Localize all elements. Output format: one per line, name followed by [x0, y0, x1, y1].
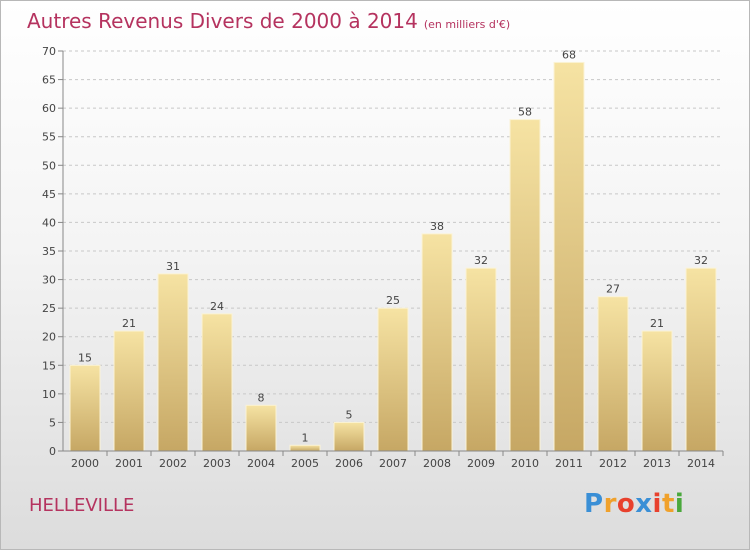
y-tick-label: 0	[49, 445, 56, 458]
bar-2013	[641, 330, 673, 452]
y-tick-label: 70	[42, 45, 56, 58]
chart-title: Autres Revenus Divers de 2000 à 2014 (en …	[27, 9, 510, 33]
x-tick-label: 2005	[291, 457, 319, 470]
x-tick-label: 2009	[467, 457, 495, 470]
y-tick-label: 65	[42, 74, 56, 87]
data-label-2009: 32	[474, 254, 488, 267]
bar-2001	[113, 330, 145, 452]
x-tick-label: 2010	[511, 457, 539, 470]
bar-2004	[245, 404, 277, 452]
bar-2012	[597, 296, 629, 452]
logo-letter: t	[661, 489, 675, 519]
data-label-2006: 5	[346, 408, 353, 421]
logo-letter: i	[674, 489, 685, 519]
data-label-2010: 58	[518, 106, 532, 119]
data-label-2002: 31	[166, 260, 180, 273]
y-tick-label: 15	[42, 359, 56, 372]
y-tick-label: 55	[42, 131, 56, 144]
y-tick-label: 45	[42, 188, 56, 201]
x-tick-label: 2003	[203, 457, 231, 470]
bar-2009	[465, 267, 497, 452]
bar-2003	[201, 313, 233, 452]
bar-2011	[553, 61, 585, 452]
y-tick-label: 35	[42, 245, 56, 258]
y-tick-label: 60	[42, 102, 56, 115]
logo-letter: x	[635, 489, 653, 519]
chart-title-text: Autres Revenus Divers de 2000 à 2014	[27, 9, 418, 33]
x-tick-label: 2001	[115, 457, 143, 470]
data-label-2013: 21	[650, 317, 664, 330]
data-label-2000: 15	[78, 351, 92, 364]
x-tick-label: 2006	[335, 457, 363, 470]
chart-unit: (en milliers d'€)	[423, 18, 511, 31]
data-label-2003: 24	[210, 300, 224, 313]
bar-2000	[69, 364, 101, 452]
x-axis: 2000 2001 2002 2003 2004 2005 2006 2007 2008 2009…	[63, 450, 724, 470]
y-tick-label: 20	[42, 331, 56, 344]
x-tick-label: 2000	[71, 457, 99, 470]
data-label-2004: 8	[258, 391, 265, 404]
logo-letter: r	[603, 489, 617, 519]
x-tick-label: 2004	[247, 457, 275, 470]
data-label-2001: 21	[122, 317, 136, 330]
bar-2014	[685, 267, 717, 452]
bar-2008	[421, 233, 453, 452]
x-tick-label: 2002	[159, 457, 187, 470]
logo-letter: i	[652, 489, 662, 519]
y-tick-label: 5	[49, 416, 56, 429]
bar-2005	[289, 444, 321, 452]
location-label: HELLEVILLE	[29, 495, 135, 516]
y-tick-label: 25	[42, 302, 56, 315]
proxiti-logo: Proxiti	[584, 489, 684, 519]
x-tick-label: 2007	[379, 457, 407, 470]
bar-2006	[333, 421, 365, 452]
logo-letter: o	[616, 489, 636, 519]
x-tick-label: 2011	[555, 457, 583, 470]
data-label-2012: 27	[606, 283, 620, 296]
x-tick-label: 2014	[687, 457, 715, 470]
logo-letter: P	[584, 489, 604, 519]
y-tick-label: 40	[42, 216, 56, 229]
x-tick-label: 2012	[599, 457, 627, 470]
y-tick-label: 10	[42, 388, 56, 401]
y-axis: 0 5 10 15 20 25 30 35 40 45 50 55 60 65 70	[42, 45, 64, 458]
bar-2002	[157, 273, 189, 452]
data-label-2008: 38	[430, 220, 444, 233]
bar-2010	[509, 119, 541, 452]
data-label-2014: 32	[694, 254, 708, 267]
y-tick-label: 30	[42, 274, 56, 287]
bar-2007	[377, 307, 409, 452]
x-tick-label: 2013	[643, 457, 671, 470]
data-label-2007: 25	[386, 294, 400, 307]
y-tick-label: 50	[42, 159, 56, 172]
data-label-2005: 1	[302, 431, 309, 444]
data-label-2011: 68	[562, 48, 576, 61]
x-tick-label: 2008	[423, 457, 451, 470]
